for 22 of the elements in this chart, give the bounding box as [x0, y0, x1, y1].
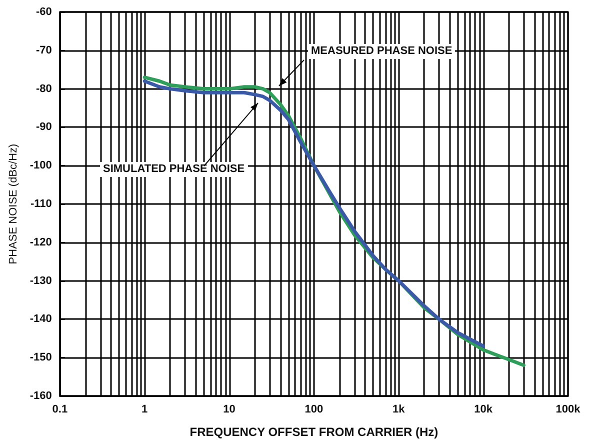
- x-tick-label: 0.1: [52, 404, 68, 416]
- y-tick-label: -160: [30, 390, 52, 402]
- y-tick-label: -120: [30, 236, 52, 248]
- x-tick-label: 1k: [392, 404, 406, 416]
- x-tick-label: 100k: [556, 404, 582, 416]
- x-tick-label: 10: [223, 404, 236, 416]
- x-tick-label: 1: [142, 404, 148, 416]
- y-tick-label: -90: [36, 121, 52, 134]
- x-tick-label: 10k: [474, 404, 494, 416]
- y-tick-label: -70: [36, 44, 52, 56]
- x-tick-label: 100: [304, 404, 324, 416]
- y-tick-label: -150: [30, 352, 52, 364]
- annotation: MEASURED PHASE NOISE: [308, 44, 456, 59]
- y-tick-label: -80: [36, 82, 52, 95]
- y-tick-label: -140: [30, 313, 52, 326]
- annotation: SIMULATED PHASE NOISE: [100, 162, 248, 177]
- y-tick-label: -100: [30, 160, 52, 172]
- x-axis-title: FREQUENCY OFFSET FROM CARRIER (Hz): [190, 425, 438, 439]
- y-tick-label: -110: [30, 198, 52, 210]
- y-axis-title: PHASE NOISE (dBc/Hz): [8, 144, 20, 264]
- y-tick-label: -130: [30, 274, 52, 287]
- y-tick-label: -60: [36, 6, 52, 18]
